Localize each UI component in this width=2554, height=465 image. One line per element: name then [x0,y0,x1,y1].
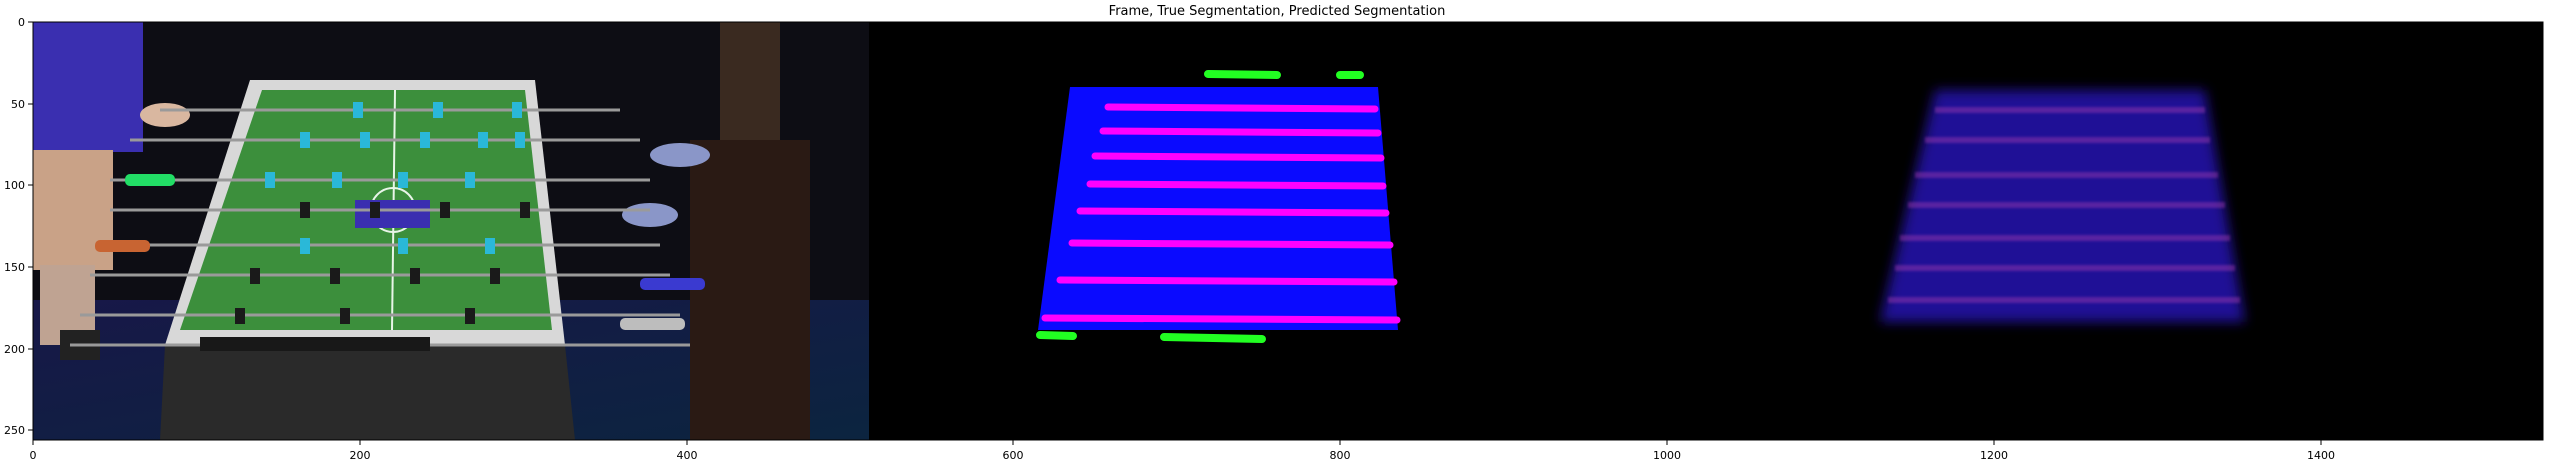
x-tick-label: 600 [1003,449,1024,462]
y-tick-label: 200 [4,343,25,356]
predicted-rods [1888,107,2240,303]
axes-frame [32,21,2544,441]
frame-panel [33,22,869,440]
y-tick-label: 250 [4,424,25,437]
white-handle [620,318,685,330]
x-axis: 0 200 400 600 800 1000 1200 1400 [30,440,2335,462]
y-axis: 0 50 100 150 200 250 [4,16,33,437]
handle-masks [1036,70,1364,343]
orange-handle [95,240,150,252]
x-tick-label: 1200 [1980,449,2008,462]
figure-title: Frame, True Segmentation, Predicted Segm… [1108,4,1446,19]
x-tick-label: 800 [1330,449,1351,462]
y-tick-label: 100 [4,179,25,192]
x-tick-label: 1000 [1653,449,1681,462]
x-tick-label: 200 [350,449,371,462]
y-tick-label: 150 [4,261,25,274]
y-tick-label: 50 [11,98,25,111]
predicted-segmentation-panel [1880,90,2245,322]
true-segmentation-panel [1036,70,1401,343]
y-tick-label: 0 [18,16,25,29]
rod-masks [1041,103,1401,324]
right-person [622,22,810,440]
x-tick-label: 400 [677,449,698,462]
foosball-players [200,102,530,351]
green-handle [125,174,175,186]
x-tick-label: 0 [30,449,37,462]
blue-handle [640,278,705,290]
x-tick-label: 1400 [2307,449,2335,462]
